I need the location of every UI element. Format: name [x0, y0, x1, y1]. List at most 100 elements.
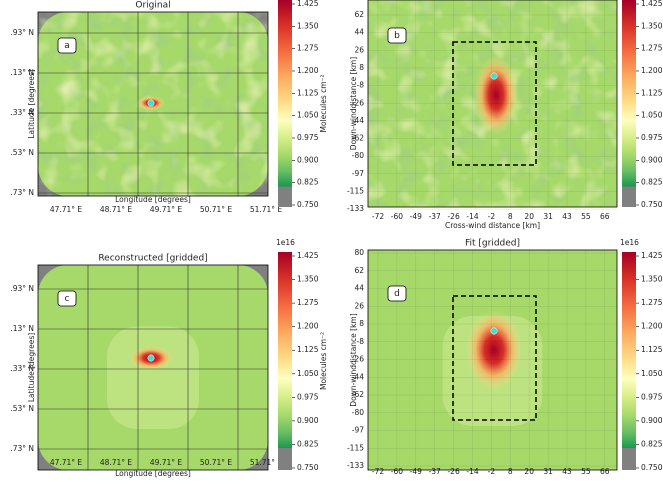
- x-tick-label: -37: [429, 467, 441, 476]
- colorbar: [278, 0, 292, 207]
- colorbar-tick-label: 1.200: [641, 322, 663, 331]
- y-axis-label: Latitude [degrees]: [27, 333, 36, 402]
- colorbar-tick-label: 1.050: [641, 111, 663, 120]
- colorbar: [622, 0, 636, 207]
- y-tick-label: -115: [347, 443, 364, 452]
- colorbar-tick-label: 1.425: [297, 251, 319, 260]
- colorbar-tick-label: 1.050: [297, 369, 319, 378]
- y-tick-label: 62: [354, 10, 364, 19]
- y-tick-label: .13° N: [10, 324, 34, 333]
- x-tick-label: 55: [581, 467, 591, 476]
- panel-letter-box: [387, 27, 407, 44]
- dashed-box: [452, 41, 537, 166]
- colorbar-tick-label: 0.975: [297, 392, 319, 401]
- x-tick-label: -26: [447, 212, 459, 221]
- colorbar: [278, 252, 292, 470]
- y-tick-label: -80: [352, 408, 364, 417]
- y-tick-label: -97: [352, 426, 364, 435]
- frame: [367, 0, 618, 208]
- x-tick-label: 43: [562, 212, 572, 221]
- x-tick-label: 66: [600, 212, 610, 221]
- colorbar-tick-label: 0.825: [641, 439, 663, 448]
- colorbar-tick-label: 1.050: [641, 369, 663, 378]
- colorbar-tick-label: 0.825: [641, 178, 663, 187]
- y-tick-label: .73° N: [10, 188, 34, 197]
- x-tick-label: 50.71° E: [200, 205, 233, 214]
- colorbar-tick-label: 1.125: [641, 88, 663, 97]
- y-tick-label: .33° N: [10, 108, 34, 117]
- panel-title: Fit [gridded]: [465, 239, 520, 249]
- x-tick-label: -37: [429, 212, 441, 221]
- y-tick-label: -97: [352, 169, 364, 178]
- x-tick-label: -14: [466, 212, 478, 221]
- colorbar-label: Molecules cm⁻²: [319, 74, 328, 132]
- x-tick-label: -60: [391, 212, 403, 221]
- x-tick-label: -2: [488, 212, 496, 221]
- x-tick-label: 49.71° E: [150, 458, 183, 467]
- colorbar-tick-label: 0.825: [297, 178, 319, 187]
- x-tick-label: -72: [372, 467, 384, 476]
- y-tick-label: -44: [352, 372, 364, 381]
- colorbar-tick-label: 0.750: [641, 463, 663, 472]
- x-tick-label: -2: [488, 467, 496, 476]
- colorbar-tick-label: 1.350: [641, 21, 663, 30]
- colorbar-tick-label: 0.900: [641, 416, 663, 425]
- colorbar-tick-label: 1.200: [297, 66, 319, 75]
- x-tick-label: -26: [447, 467, 459, 476]
- source-marker: [490, 327, 498, 335]
- x-tick-label: 31: [543, 467, 553, 476]
- y-tick-label: 44: [354, 284, 364, 293]
- x-tick-label: 51.71° E: [250, 205, 283, 214]
- x-tick-label: -49: [410, 467, 422, 476]
- colorbar-tick-label: 1.125: [297, 345, 319, 354]
- x-tick-label: 20: [524, 467, 534, 476]
- colorbar-tick-label: 0.975: [641, 133, 663, 142]
- colorbar-tick-label: 0.900: [297, 155, 319, 164]
- panel-letter: c: [65, 294, 70, 304]
- colorbar-tick-label: 1.275: [641, 298, 663, 307]
- dashed-box: [452, 295, 537, 421]
- colorbar-tick-label: 1.350: [297, 21, 319, 30]
- colorbar: [622, 252, 636, 470]
- x-tick-label: 8: [508, 212, 513, 221]
- y-tick-label: -8: [357, 81, 365, 90]
- source-marker: [147, 99, 155, 107]
- colorbar-tick-label: 1.050: [297, 111, 319, 120]
- panel-letter-box: [57, 37, 77, 54]
- frame: [367, 249, 618, 471]
- colorbar-tick-label: 0.975: [297, 133, 319, 142]
- y-tick-label: -26: [352, 98, 364, 107]
- y-tick-label: 8: [359, 63, 364, 72]
- panel: -72 -60 -49 -37 -26 -14 -2 8 20 31 43 55 66 80 62 44 26 8…: [347, 238, 663, 476]
- x-tick-label: 20: [524, 212, 534, 221]
- colorbar-tick-label: 1.425: [641, 251, 663, 260]
- x-axis-label: Cross-wind distance [km]: [445, 221, 540, 230]
- y-tick-label: .33° N: [10, 364, 34, 373]
- source-marker: [147, 354, 155, 362]
- colorbar-tick-label: 1.275: [297, 298, 319, 307]
- colorbar-exponent: 1e16: [276, 238, 295, 247]
- y-tick-label: 8: [359, 319, 364, 328]
- plume: [466, 310, 522, 390]
- x-tick-label: 47.71° E: [50, 205, 83, 214]
- y-tick-label: -8: [357, 337, 365, 346]
- colorbar-tick-label: 1.425: [297, 0, 319, 8]
- y-axis-label: Latitude [degrees]: [27, 69, 36, 138]
- x-tick-label: 43: [562, 467, 572, 476]
- colorbar-tick-label: 1.125: [641, 345, 663, 354]
- colorbar-tick-label: 0.900: [297, 416, 319, 425]
- colorbar-tick-label: 0.975: [641, 392, 663, 401]
- y-tick-label: -80: [352, 151, 364, 160]
- y-tick-label: .93° N: [10, 28, 34, 37]
- x-tick-label: 66: [600, 467, 610, 476]
- y-tick-label: 26: [354, 45, 364, 54]
- colorbar-tick-label: 1.275: [297, 44, 319, 53]
- x-tick-label: 48.71° E: [100, 458, 133, 467]
- colorbar-tick-label: 1.200: [641, 66, 663, 75]
- y-tick-label: 80: [354, 248, 364, 257]
- y-tick-label: -62: [352, 134, 364, 143]
- colorbar-tick-label: 0.750: [297, 463, 319, 472]
- y-tick-label: -133: [347, 461, 364, 470]
- y-tick-label: -44: [352, 116, 364, 125]
